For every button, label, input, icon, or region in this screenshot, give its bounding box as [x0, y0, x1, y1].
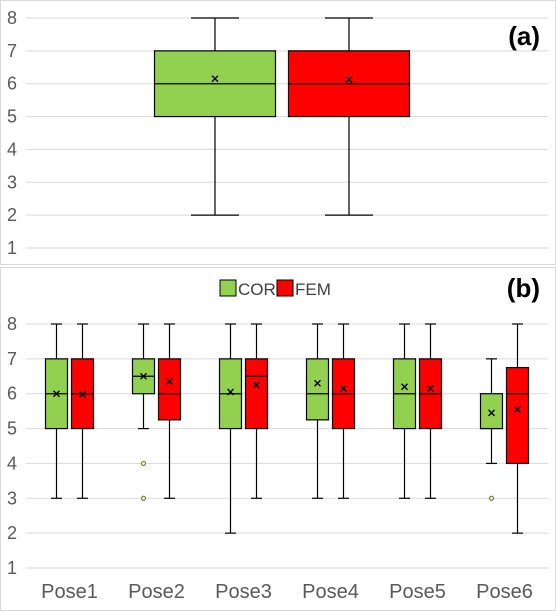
- panel-b-x-tick-label: Pose4: [302, 581, 359, 603]
- panel-b-pose4-cor-mean-marker: [314, 379, 321, 387]
- panel-b-pose6-cor-mean-marker: [488, 409, 495, 417]
- panel-b-x-tick-label: Pose6: [476, 581, 533, 603]
- panel-a-y-tick-label: 6: [7, 74, 17, 94]
- panel-b-plot: 1 2 3 4 5 6 7 8 Pose1 Pose2 Pose3 Pose4 Pose5 Pose6: [7, 314, 548, 603]
- panel-b-y-tick-label: 5: [7, 419, 17, 439]
- panel-b-pose4-fem-mean-marker: [340, 384, 347, 392]
- panel-b-pose2-fem-mean-marker: [166, 378, 173, 386]
- panel-b-pose2-cor-outlier: [140, 495, 147, 501]
- panel-a-label: (a): [508, 21, 540, 51]
- legend-swatch-cor: [219, 279, 237, 297]
- panel-a-y-tick-label: 4: [7, 139, 17, 159]
- panel-b-pose1-cor-mean-marker: [53, 390, 60, 398]
- panel-b-y-tick-label: 4: [7, 453, 17, 473]
- panel-b-pose4-cor-box: [305, 358, 330, 421]
- panel-b-x-tick-label: Pose1: [41, 581, 98, 603]
- panel-b-pose5-cor-mean-marker: [401, 383, 408, 391]
- panel-b-pose3-fem-mean-marker: [253, 381, 260, 389]
- panel-b-x-tick-label: Pose2: [128, 581, 185, 603]
- panel-b-pose3-cor-mean-marker: [227, 388, 234, 396]
- panel-b-pose6-fem-mean-marker: [514, 405, 521, 413]
- panel-a-fem-mean-marker: [345, 75, 353, 83]
- panel-a-y-tick-label: 1: [7, 238, 17, 258]
- panel-a-y-tick-label: 2: [7, 205, 17, 225]
- panel-a-plot: 1 2 3 4 5 6 7 8: [7, 8, 548, 258]
- panel-b-pose2-fem-box: [157, 358, 182, 421]
- legend-label-cor: COR: [238, 280, 276, 299]
- legend-swatch-fem: [276, 279, 294, 297]
- panel-a-y-tick-label: 8: [7, 8, 17, 28]
- panel-b-x-tick-label: Pose3: [215, 581, 272, 603]
- panel-a-y-tick-label: 5: [7, 107, 17, 127]
- panel-b-pose6-fem-box: [505, 366, 530, 465]
- panel-b-y-tick-label: 2: [7, 523, 17, 543]
- panel-b-pose6-cor-box: [479, 393, 504, 430]
- panel-b-pose6-cor-outlier: [488, 495, 495, 501]
- panel-b-y-tick-label: 8: [7, 314, 17, 334]
- panel-a-cor-mean-marker: [211, 75, 219, 83]
- legend-label-fem: FEM: [295, 280, 331, 299]
- panel-a-y-tick-label: 7: [7, 41, 17, 61]
- panel-b-pose5-fem-mean-marker: [427, 384, 434, 392]
- panel-a-y-tick-label: 3: [7, 172, 17, 192]
- panel-b-pose1-fem-mean-marker: [79, 390, 86, 398]
- panel-b-label: (b): [507, 273, 540, 303]
- legend: COR FEM: [219, 279, 331, 299]
- panel-b-pose2-cor-outlier: [140, 460, 147, 467]
- panel-b-y-tick-label: 1: [7, 558, 17, 578]
- panel-b-x-tick-label: Pose5: [389, 581, 446, 603]
- panel-b-y-tick-label: 6: [7, 384, 17, 404]
- panel-b-pose3-fem-box: [244, 358, 269, 430]
- panel-b-y-tick-label: 3: [7, 488, 17, 508]
- panel-b-y-tick-label: 7: [7, 349, 17, 369]
- panel-b-pose2-cor-mean-marker: [140, 372, 147, 380]
